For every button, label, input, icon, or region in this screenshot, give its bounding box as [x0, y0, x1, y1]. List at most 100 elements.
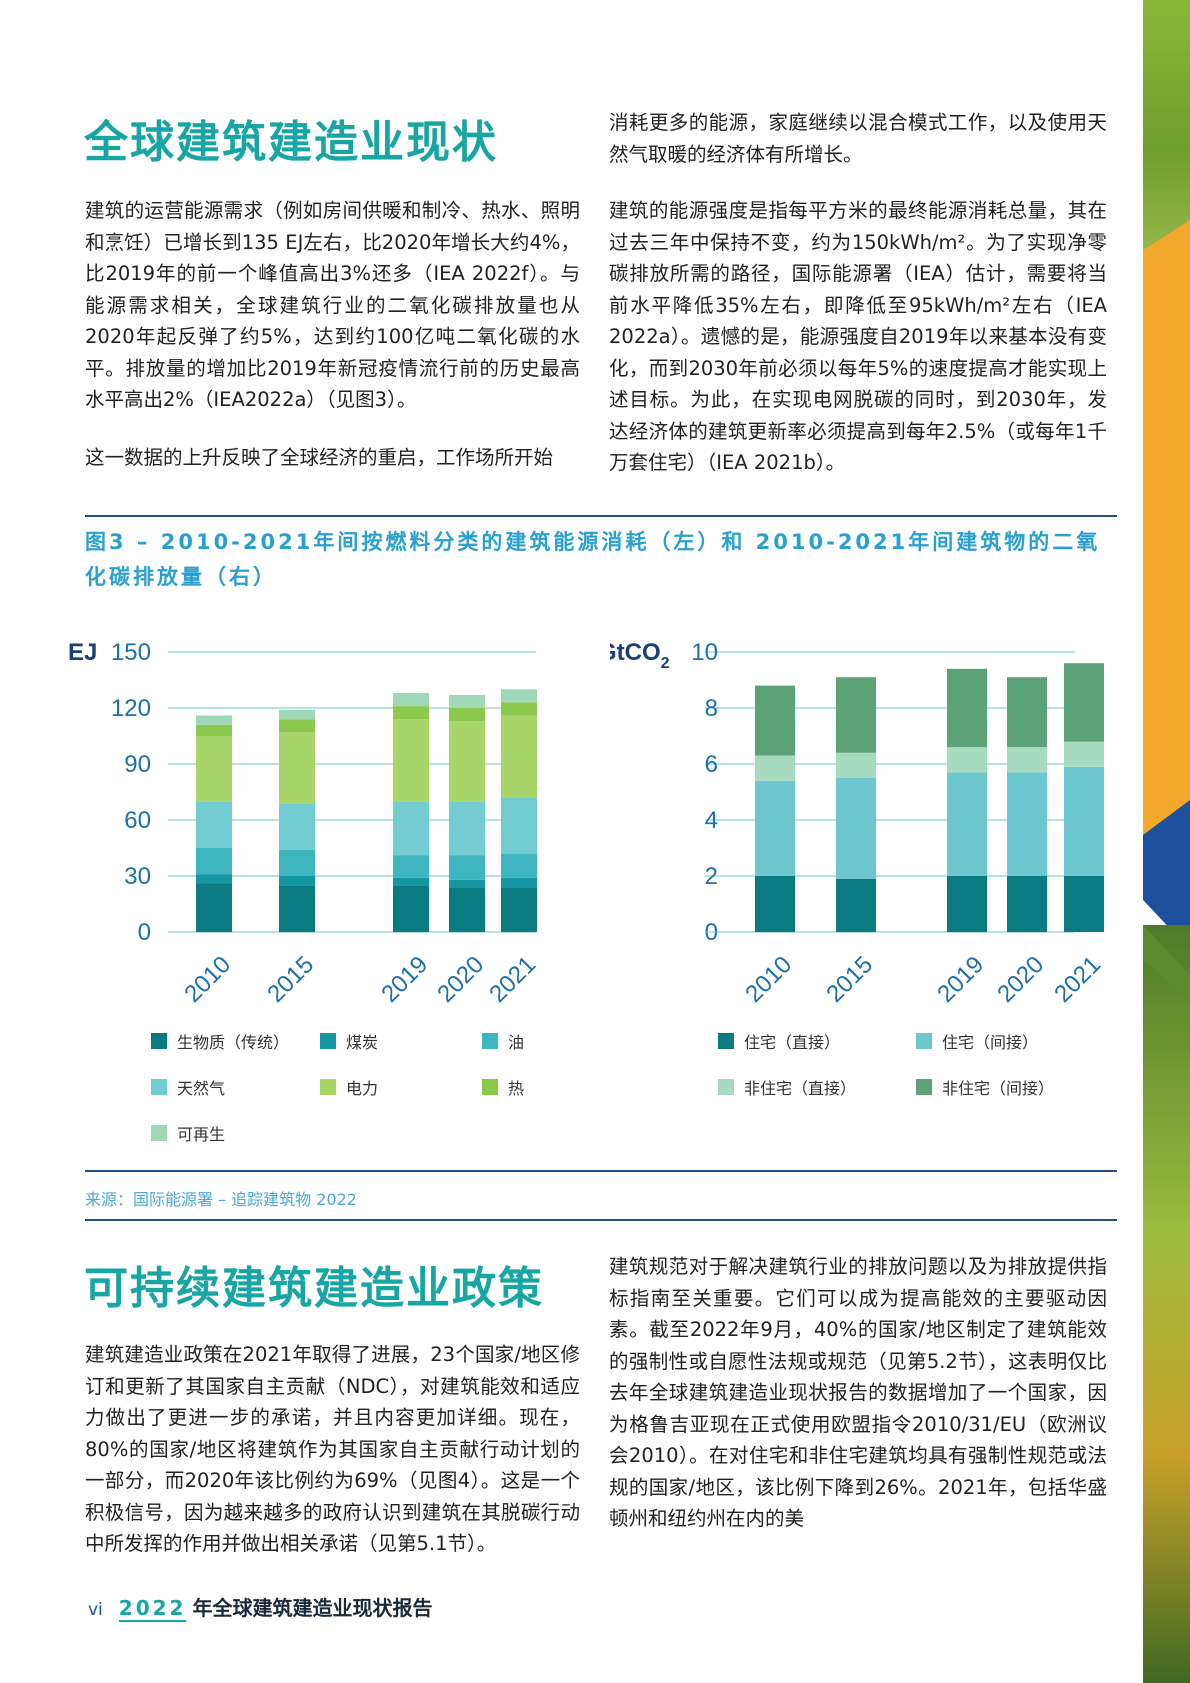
bar-segment [393, 693, 429, 707]
bar-segment [947, 876, 987, 932]
x-tick-label: 2020 [992, 951, 1049, 1005]
legend-item: 住宅（直接） [718, 1029, 840, 1053]
bar-segment [449, 879, 485, 888]
page-number: vi [88, 1600, 103, 1620]
x-tick-label: 2010 [179, 951, 236, 1005]
legend-item: 非住宅（间接） [916, 1075, 1054, 1099]
bar-segment [1064, 741, 1104, 767]
side-decoration [1143, 0, 1190, 1683]
bar-segment [279, 849, 315, 876]
legend-item: 住宅（间接） [916, 1029, 1038, 1053]
footer-title: 年全球建筑建造业现状报告 [192, 1596, 433, 1620]
bar-segment [449, 708, 485, 722]
legend-swatch [151, 1125, 167, 1141]
bar-segment [836, 778, 876, 879]
legend-item: 油 [482, 1029, 524, 1053]
section-title: 可持续建筑建造业政策 [84, 1263, 544, 1314]
y-tick-label: 90 [124, 751, 151, 778]
bar-segment [196, 874, 232, 884]
body-paragraph: 建筑的能源强度是指每平方米的最终能源消耗总量，其在过去三年中保持不变，约为150… [609, 199, 1107, 474]
bar-segment [836, 752, 876, 778]
legend-label: 非住宅（间接） [942, 1079, 1055, 1098]
bar-segment [755, 685, 795, 756]
legend-label: 天然气 [177, 1079, 226, 1098]
legend-swatch [320, 1079, 336, 1095]
bar-segment [1007, 876, 1047, 932]
bar-segment [393, 706, 429, 720]
y-tick-label: 30 [124, 863, 151, 890]
legend-item: 可再生 [151, 1121, 225, 1145]
x-tick-label: 2021 [1049, 951, 1106, 1005]
x-tick-label: 2015 [262, 951, 319, 1005]
legend-label: 电力 [346, 1079, 379, 1098]
bar-segment [755, 876, 795, 932]
bar-segment [196, 715, 232, 725]
bar-segment [501, 887, 537, 932]
legend-label: 煤炭 [346, 1033, 379, 1052]
legend-swatch [320, 1033, 336, 1049]
x-tick-label: 2015 [821, 951, 878, 1005]
bar-segment [449, 801, 485, 856]
body-paragraph: 建筑规范对于解决建筑行业的排放问题以及为排放提供指标指南至关重要。它们可以成为提… [609, 1255, 1107, 1530]
bar-segment [449, 855, 485, 880]
body-paragraph: 消耗更多的能源，家庭继续以混合模式工作，以及使用天然气取暖的经济体有所增长。 [609, 111, 1107, 166]
page-footer: vi 2022 年全球建筑建造业现状报告 [88, 1592, 433, 1622]
y-axis-label-subscript: 2 [661, 655, 670, 672]
y-axis-label: EJ [68, 639, 97, 666]
x-tick-label: 2019 [932, 951, 989, 1005]
bar-segment [501, 877, 537, 888]
bar-segment [393, 801, 429, 856]
legend-label: 热 [508, 1079, 525, 1098]
bar-segment [196, 801, 232, 848]
figure-title: 图3 – 2010-2021年间按燃料分类的建筑能源消耗（左）和 2010-20… [85, 530, 1101, 589]
legend-label: 可再生 [177, 1125, 226, 1144]
y-axis-label-text: EJ [68, 639, 97, 666]
legend-swatch [151, 1079, 167, 1095]
x-tick-label: 2021 [484, 951, 541, 1005]
y-tick-label: 10 [691, 639, 718, 666]
bar-segment [947, 668, 987, 748]
bar-segment [755, 755, 795, 781]
legend-item: 热 [482, 1075, 524, 1099]
legend-item: 生物质（传统） [151, 1029, 289, 1053]
y-tick-label: 6 [705, 751, 718, 778]
body-paragraph: 建筑的运营能源需求（例如房间供暖和制冷、热水、照明和烹饪）已增长到135 EJ左… [85, 199, 580, 411]
bar-segment [196, 848, 232, 875]
figure-bottom-rule [85, 1170, 1117, 1172]
bar-segment [449, 694, 485, 708]
bar-segment [196, 883, 232, 932]
x-tick-label: 2020 [432, 951, 489, 1005]
bar-segment [196, 736, 232, 802]
x-tick-label: 2010 [740, 951, 797, 1005]
legend-item: 天然气 [151, 1075, 225, 1099]
bar-segment [393, 719, 429, 802]
y-tick-label: 4 [705, 807, 718, 834]
body-paragraph: 这一数据的上升反映了全球经济的重启，工作场所开始 [85, 446, 554, 469]
legend-item: 非住宅（直接） [718, 1075, 856, 1099]
y-tick-label: 0 [138, 919, 151, 946]
bar-segment [279, 885, 315, 932]
legend-swatch [916, 1079, 932, 1095]
bar-segment [1007, 747, 1047, 773]
bar-segment [836, 878, 876, 932]
y-tick-label: 60 [124, 807, 151, 834]
legend-label: 生物质（传统） [177, 1033, 290, 1052]
legend-item: 电力 [320, 1075, 378, 1099]
y-tick-label: 2 [705, 863, 718, 890]
bar-segment [279, 732, 315, 804]
footer-year: 2022 [118, 1596, 187, 1622]
legend-swatch [916, 1033, 932, 1049]
legend-label: 油 [508, 1033, 525, 1052]
x-tick-label: 2019 [376, 951, 433, 1005]
side-decoration-graphic [1143, 0, 1190, 1683]
legend-label: 住宅（直接） [744, 1033, 841, 1052]
bar-segment [1007, 772, 1047, 876]
legend-swatch [482, 1033, 498, 1049]
bar-segment [1064, 766, 1104, 876]
bar-segment [393, 885, 429, 932]
bar-segment [279, 709, 315, 720]
bar-segment [393, 877, 429, 886]
bar-segment [501, 702, 537, 716]
legend-swatch [151, 1033, 167, 1049]
bar-segment [449, 721, 485, 802]
